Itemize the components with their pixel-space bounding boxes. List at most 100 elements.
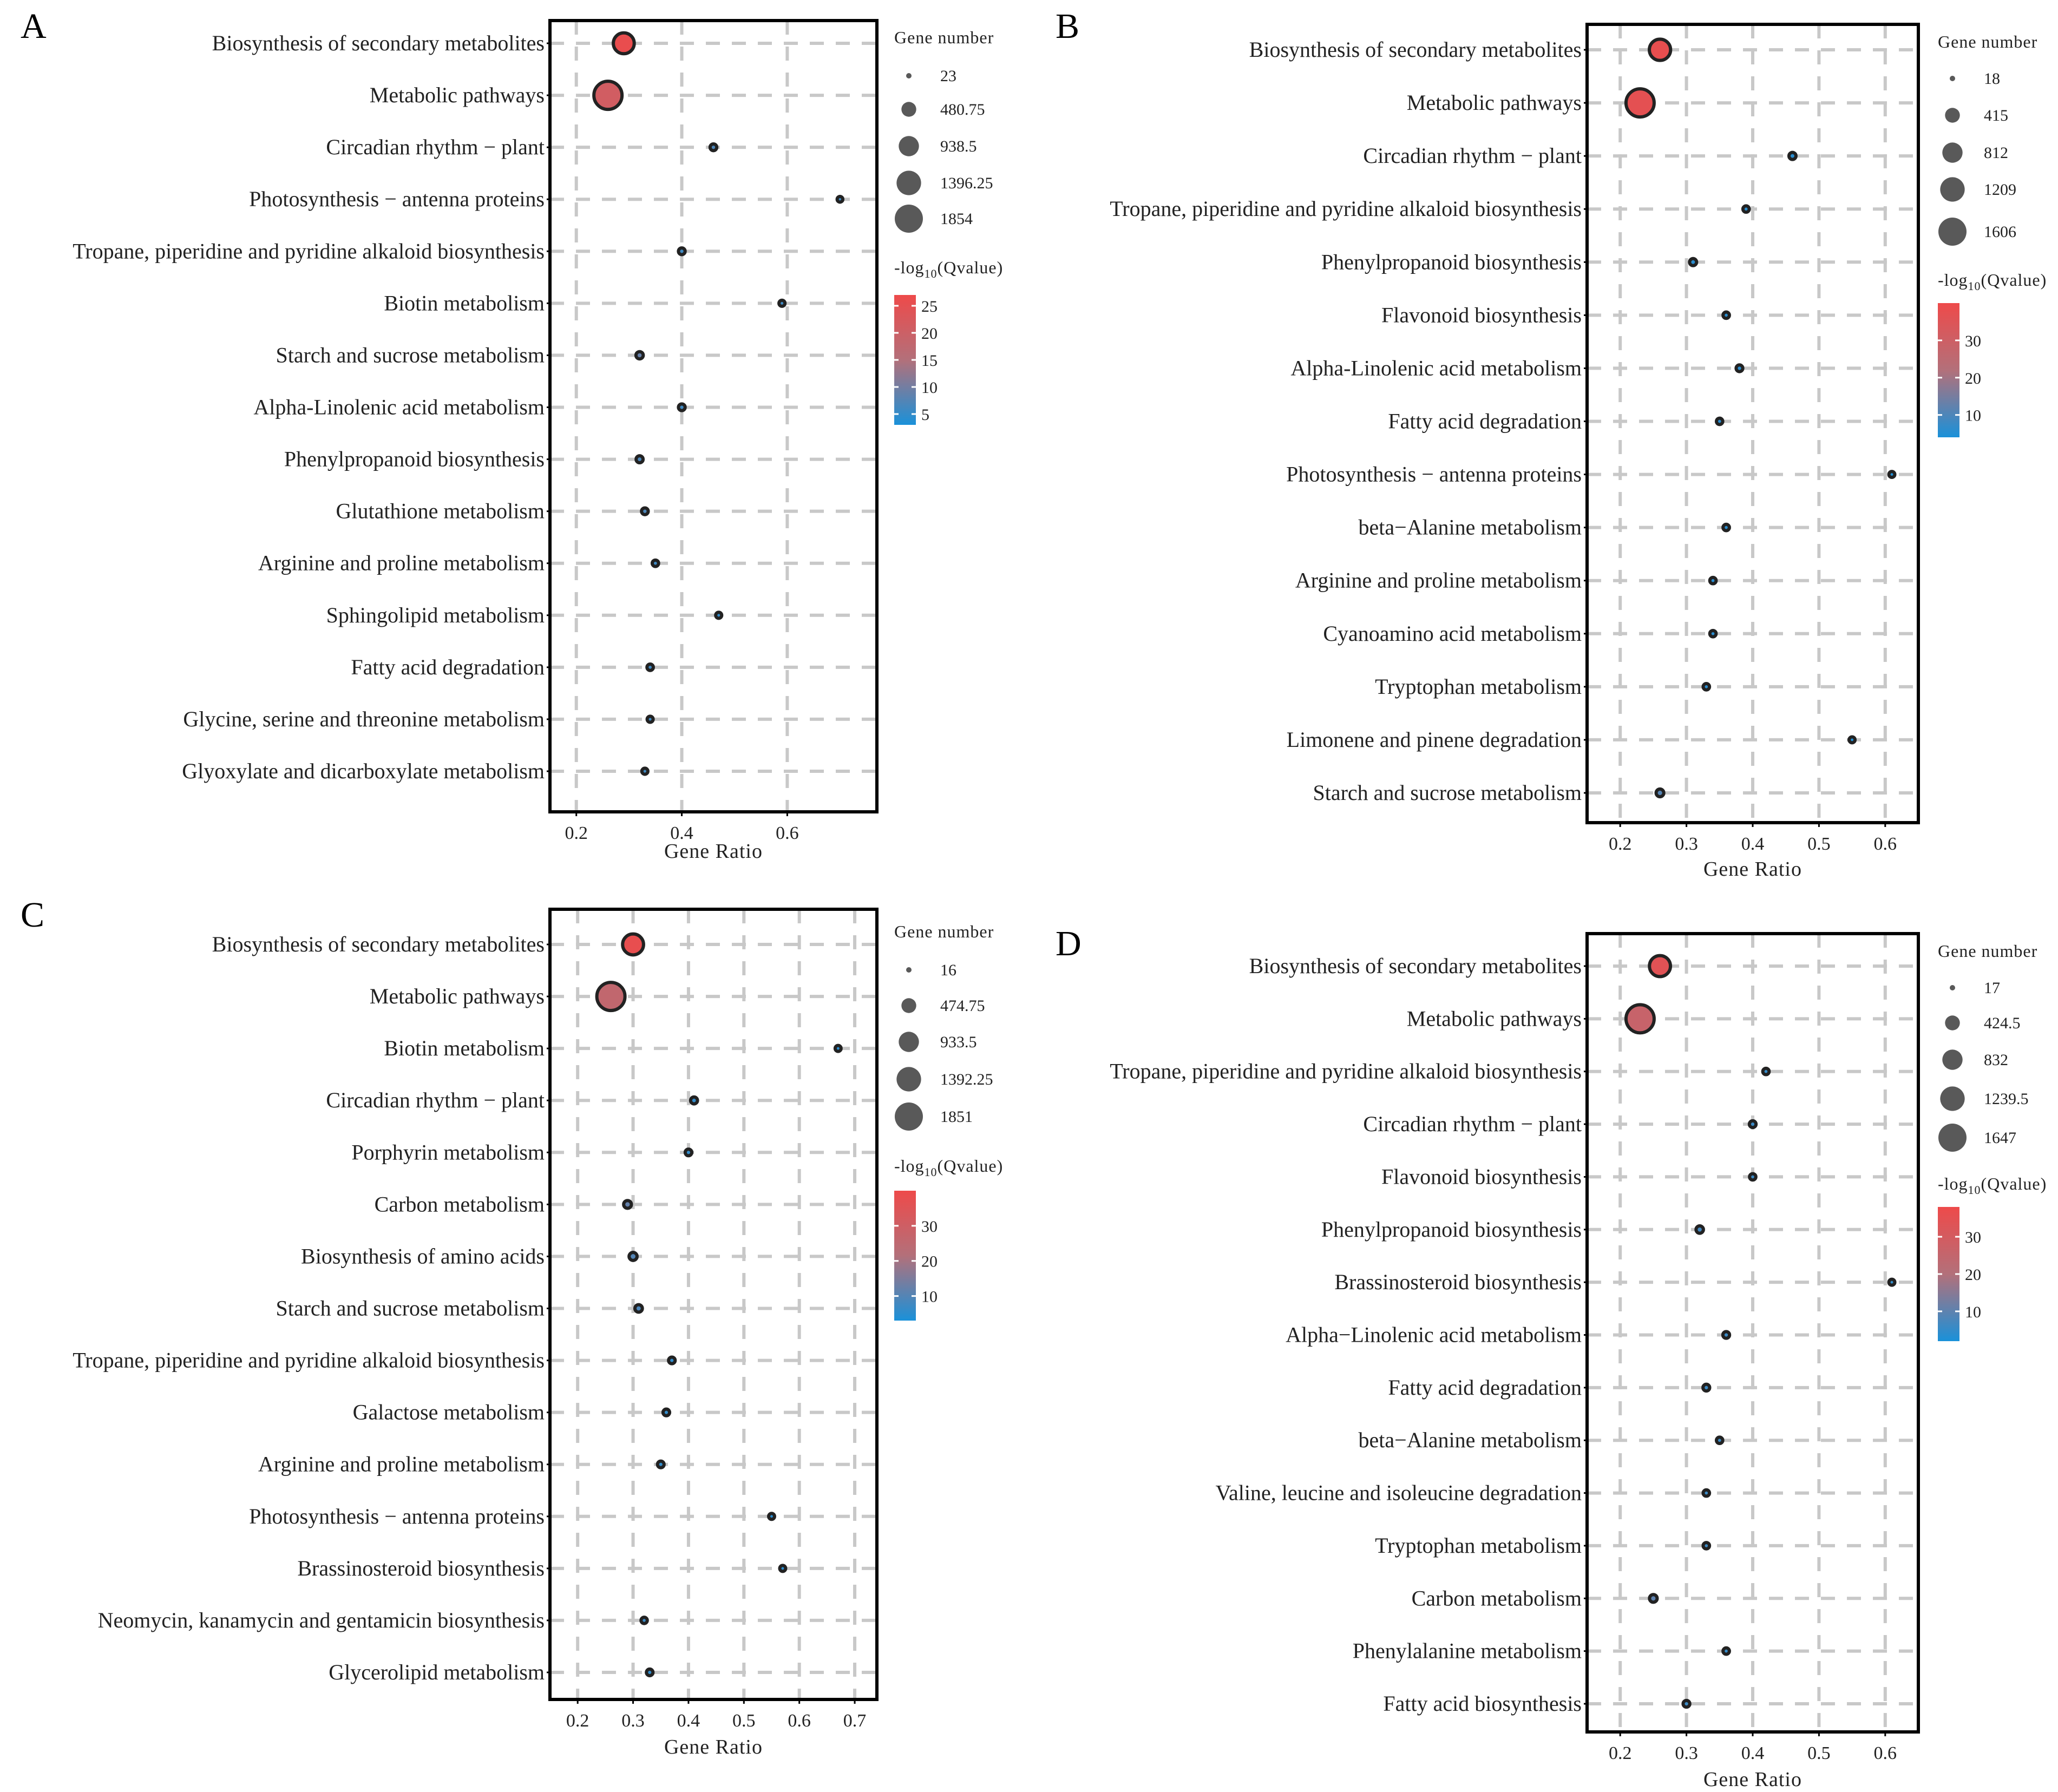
panel-b: B Biosynthesis of secondary metabolites Me… [1056, 6, 2047, 881]
color-legend-title: -log10(Qvalue) [1938, 270, 2047, 293]
data-point [778, 1564, 788, 1573]
data-point [1714, 1435, 1725, 1446]
data-point [1688, 257, 1699, 267]
color-bar-label: 30 [1965, 332, 1981, 350]
color-legend-title-sub: 10 [925, 267, 938, 280]
panel-letter: A [21, 6, 47, 46]
x-tick-label: 0.3 [1675, 834, 1698, 854]
size-legend-value: 1396.25 [940, 174, 993, 192]
size-legend-dot [901, 998, 916, 1013]
term-label: Sphingolipid metabolism [326, 603, 545, 627]
color-legend-title-part: -log [894, 258, 925, 277]
term-label: Glyoxylate and dicarboxylate metabolism [182, 759, 545, 783]
data-point [656, 1459, 666, 1469]
data-point [1721, 522, 1731, 533]
size-legend-dot [1938, 218, 1967, 246]
size-legend-value: 480.75 [940, 101, 985, 119]
panel-letter: B [1056, 6, 1079, 46]
term-label: Photosynthesis − antenna proteins [249, 187, 545, 211]
color-legend-title-part: (Qvalue) [938, 258, 1004, 277]
data-point [677, 402, 687, 412]
term-label: Photosynthesis − antenna proteins [1286, 462, 1582, 487]
color-legend-title-part: -log [1938, 1174, 1968, 1193]
data-point [1734, 363, 1745, 373]
x-tick-label: 0.6 [1874, 834, 1897, 854]
x-tick-label: 0.3 [1675, 1743, 1698, 1763]
size-legend-dot [895, 1102, 923, 1131]
data-point [645, 714, 655, 724]
term-label: Glycerolipid metabolism [329, 1660, 545, 1684]
size-legend-value: 1851 [940, 1108, 973, 1126]
plot-frame [548, 19, 879, 813]
term-label: Tropane, piperidine and pyridine alkaloi… [73, 239, 545, 263]
size-legend-value: 1606 [1984, 223, 2016, 241]
term-label: Biosynthesis of secondary metabolites [212, 31, 545, 55]
color-bar-label: 25 [921, 298, 938, 316]
term-label: Starch and sucrose metabolism [276, 1296, 545, 1321]
term-label: Alpha-Linolenic acid metabolism [253, 395, 545, 419]
size-legend-value: 415 [1984, 107, 2008, 124]
color-legend-title-sub: 10 [925, 1165, 938, 1179]
plot-frame [548, 908, 879, 1701]
data-point [1708, 575, 1718, 586]
color-bar-label: 15 [921, 352, 938, 370]
color-bar-label: 10 [1965, 407, 1981, 425]
x-tick-label: 0.5 [1807, 834, 1831, 854]
term-label: Biotin metabolism [384, 291, 545, 315]
x-tick-label: 0.4 [670, 823, 693, 843]
color-bar-label: 30 [921, 1218, 938, 1236]
x-tick-label: 0.5 [732, 1711, 756, 1731]
term-label: Brassinosteroid biosynthesis [297, 1556, 545, 1580]
data-point [1701, 682, 1712, 692]
size-legend-value: 1239.5 [1984, 1090, 2029, 1108]
term-label: Arginine and proline metabolism [258, 1452, 545, 1476]
term-label: Cyanoamino acid metabolism [1323, 621, 1582, 646]
grid [1587, 24, 1918, 823]
panel-letter: D [1056, 924, 1082, 963]
term-label: Biosynthesis of amino acids [301, 1244, 545, 1268]
x-tick-label: 0.2 [565, 823, 588, 843]
size-legend-dot [1950, 76, 1955, 81]
color-bar-label: 30 [1965, 1229, 1981, 1246]
color-bar-label: 20 [921, 325, 938, 343]
term-label: Tryptophan metabolism [1375, 1533, 1582, 1558]
data-point [592, 80, 624, 111]
term-label: Glycine, serine and threonine metabolism [183, 707, 545, 731]
term-label: Arginine and proline metabolism [1295, 568, 1582, 593]
term-label: Valine, leucine and isoleucine degradati… [1216, 1481, 1582, 1505]
grid [550, 909, 877, 1699]
data-point [677, 246, 687, 257]
term-label: Circadian rhythm − plant [1363, 1112, 1582, 1136]
term-label: Phenylalanine metabolism [1353, 1639, 1582, 1663]
color-bar-label: 10 [921, 1288, 938, 1306]
data-point [1681, 1698, 1692, 1709]
term-label: Circadian rhythm − plant [326, 1088, 545, 1112]
term-label: Alpha-Linolenic acid metabolism [1290, 356, 1582, 380]
size-legend-dot [899, 1032, 919, 1052]
data-point [1708, 628, 1718, 639]
x-tick-label: 0.4 [1741, 1743, 1765, 1763]
data-point [777, 298, 787, 308]
color-legend-title: -log10(Qvalue) [1938, 1174, 2047, 1197]
size-legend-dot [1942, 142, 1963, 163]
term-label: Phenylpropanoid biosynthesis [1321, 1217, 1582, 1242]
term-label: Biosynthesis of secondary metabolites [1249, 954, 1582, 978]
data-point [645, 1667, 655, 1678]
size-legend-dot [906, 73, 912, 78]
data-point [708, 142, 719, 153]
size-legend-dot [1940, 1086, 1965, 1111]
data-point [634, 350, 645, 361]
term-label: Biosynthesis of secondary metabolites [1249, 37, 1582, 62]
data-point [1654, 787, 1666, 799]
color-bar [894, 1191, 916, 1321]
data-point [1714, 416, 1725, 426]
grid [550, 21, 877, 812]
size-legend-value: 23 [940, 67, 956, 85]
data-point [1721, 1646, 1731, 1656]
data-point [667, 1355, 677, 1366]
term-label: Carbon metabolism [375, 1192, 545, 1216]
term-label: Metabolic pathways [370, 984, 545, 1008]
data-point [1787, 150, 1798, 161]
